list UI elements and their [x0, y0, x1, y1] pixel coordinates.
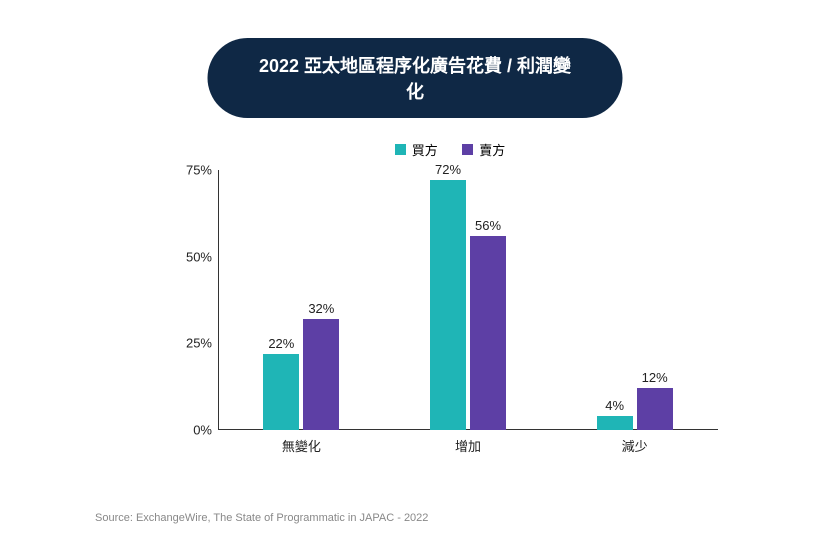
source-text: Source: ExchangeWire, The State of Progr… — [95, 512, 428, 524]
bar-group: 4%12%減少 — [580, 170, 690, 430]
bar: 72% — [430, 180, 466, 430]
bar-value-label: 4% — [597, 398, 633, 413]
y-tick: 0% — [170, 423, 212, 438]
y-tick: 25% — [170, 336, 212, 351]
bar-value-label: 12% — [637, 370, 673, 385]
legend-label-buyer: 買方 — [412, 140, 438, 159]
bar: 56% — [470, 236, 506, 430]
legend: 買方 賣方 — [170, 140, 730, 160]
y-tick: 75% — [170, 163, 212, 178]
chart-title: 2022 亞太地區程序化廣告花費 / 利潤變化 — [258, 52, 573, 104]
chart-area: 買方 賣方 0%25%50%75%22%32%無變化72%56%增加4%12%減… — [170, 140, 730, 460]
bar-value-label: 72% — [430, 162, 466, 177]
legend-label-seller: 賣方 — [479, 140, 505, 159]
y-tick: 50% — [170, 249, 212, 264]
plot: 0%25%50%75%22%32%無變化72%56%增加4%12%減少 — [218, 170, 718, 430]
bar-value-label: 56% — [470, 218, 506, 233]
bar-value-label: 32% — [303, 301, 339, 316]
bar-value-label: 22% — [263, 336, 299, 351]
bar: 22% — [263, 354, 299, 430]
y-axis-line — [218, 170, 219, 430]
x-category-label: 無變化 — [246, 436, 356, 455]
bar-group: 22%32%無變化 — [246, 170, 356, 430]
chart-title-pill: 2022 亞太地區程序化廣告花費 / 利潤變化 — [208, 38, 623, 118]
bar-group: 72%56%增加 — [413, 170, 523, 430]
x-category-label: 增加 — [413, 436, 523, 455]
x-category-label: 減少 — [580, 436, 690, 455]
legend-swatch-buyer — [395, 144, 406, 155]
bar: 32% — [303, 319, 339, 430]
legend-swatch-seller — [462, 144, 473, 155]
bar: 4% — [597, 416, 633, 430]
legend-item-seller: 賣方 — [462, 140, 505, 159]
bar: 12% — [637, 388, 673, 430]
legend-item-buyer: 買方 — [395, 140, 438, 159]
